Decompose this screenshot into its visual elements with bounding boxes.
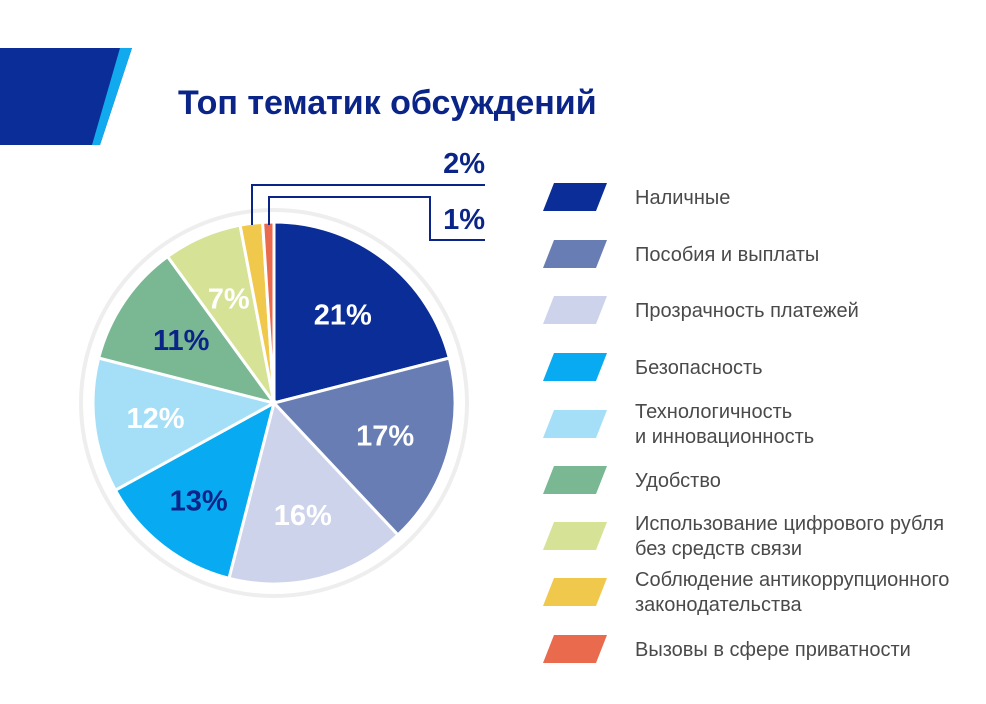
pie-slice-label: 11% — [153, 325, 210, 357]
legend-label: Прозрачность платежей — [635, 300, 859, 322]
pie-labels: 21% 17% 16% 13% 12% 11% 7% — [126, 283, 414, 532]
pie-slice — [227, 399, 401, 586]
pie-slice-label: 12% — [126, 403, 184, 435]
callout-line — [251, 184, 485, 225]
callout-line — [268, 196, 485, 241]
legend-label: Технологичность — [635, 401, 792, 423]
legend-label: без средств связи — [635, 538, 802, 560]
legend-label: и инновационность — [635, 426, 814, 448]
pie-slice-label: 21% — [314, 299, 372, 331]
pie-slice — [113, 400, 277, 581]
pie-slice — [272, 220, 452, 405]
legend-swatch — [543, 578, 607, 606]
legend-swatch — [543, 183, 607, 211]
legend: Наличные Пособия и выплаты Прозрачность пл… — [543, 183, 949, 663]
legend-label: законодательства — [635, 594, 803, 616]
legend-label: Вызовы в сфере приватности — [635, 639, 911, 661]
pie-slice-label: 2% — [443, 148, 485, 180]
legend-swatch — [543, 240, 607, 268]
legend-swatch — [543, 466, 607, 494]
pie-slice-label: 13% — [170, 485, 228, 517]
legend-swatch — [543, 522, 607, 550]
legend-swatch — [543, 635, 607, 663]
chart-title: Топ тематик обсуждений — [178, 84, 597, 122]
pie-outer-ring — [79, 208, 469, 598]
legend-swatch — [543, 296, 607, 324]
legend-label: Пособия и выплаты — [635, 244, 819, 266]
pie-chart — [91, 220, 457, 586]
pie-slice-label: 16% — [274, 500, 332, 532]
legend-label: Наличные — [635, 187, 730, 209]
small-slice-callouts: 2% 1% — [251, 148, 485, 241]
legend-label: Безопасность — [635, 357, 763, 379]
pie-slice — [96, 254, 278, 406]
legend-label: Использование цифрового рубля — [635, 513, 944, 535]
legend-label: Удобство — [635, 470, 721, 492]
pie-slice-label: 17% — [356, 420, 414, 452]
header-banner-accent — [92, 48, 132, 145]
legend-swatch — [543, 410, 607, 438]
pie-slice — [271, 356, 457, 538]
pie-slice — [91, 356, 279, 493]
legend-label: Соблюдение антикоррупционного — [635, 569, 949, 591]
pie-slice-label: 7% — [208, 283, 250, 315]
pie-slice-label: 1% — [443, 204, 485, 236]
legend-swatch — [543, 353, 607, 381]
